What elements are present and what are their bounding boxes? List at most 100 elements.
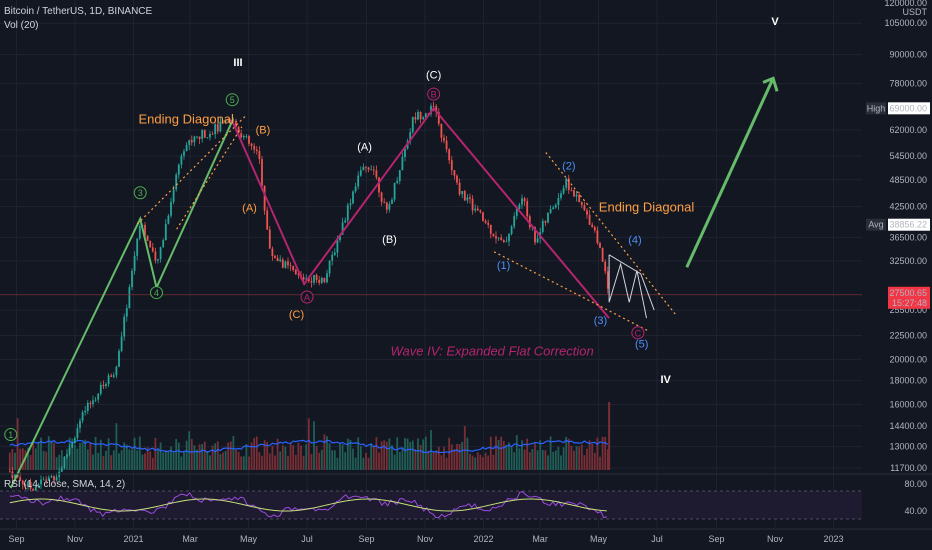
- volume-bar: [287, 455, 289, 470]
- rsi-pane[interactable]: [0, 473, 932, 530]
- volume-bar: [557, 446, 560, 470]
- volume-indicator-label[interactable]: Vol (20): [4, 20, 39, 31]
- candle-body: [487, 222, 490, 225]
- price-tick-label: 18000.00: [889, 376, 927, 386]
- volume-bar: [40, 437, 42, 470]
- volume-bar: [232, 436, 235, 470]
- volume-bar: [219, 454, 222, 470]
- volume-bar: [580, 444, 583, 470]
- volume-bar: [469, 453, 471, 470]
- volume-bar: [292, 445, 295, 470]
- wave-annotation: Ending Diagonal: [139, 112, 235, 127]
- avg-badge-value-bg: [888, 218, 930, 231]
- volume-bar: [240, 456, 243, 470]
- candle-body: [573, 190, 575, 197]
- candle-body: [599, 243, 601, 248]
- volume-bar: [547, 455, 549, 470]
- candlestick-series: [8, 101, 609, 494]
- volume-bar: [21, 448, 24, 470]
- candle-body: [201, 130, 204, 139]
- volume-bar: [502, 440, 505, 470]
- volume-bar: [326, 436, 328, 470]
- candle-body: [170, 201, 172, 216]
- volume-bar: [60, 450, 63, 470]
- candle-body: [107, 375, 110, 385]
- candle-body: [497, 237, 500, 239]
- volume-bar: [118, 453, 120, 470]
- candle-body: [422, 117, 425, 120]
- volume-bar: [424, 436, 427, 470]
- candle-body: [513, 215, 516, 227]
- price-axis[interactable]: 105000.00 90000.00 78000.00 62000.00 54500.0…: [866, 0, 930, 516]
- price-tick-label: 22500.00: [889, 330, 927, 340]
- volume-bar: [170, 446, 172, 470]
- volume-bar: [167, 450, 170, 470]
- candle-body: [453, 170, 456, 176]
- symbol-title[interactable]: Bitcoin / TetherUS, 1D, BINANCE: [4, 6, 153, 17]
- volume-bar: [216, 441, 219, 470]
- wave-drawings: [0, 76, 862, 489]
- volume-bar: [331, 450, 334, 470]
- projection-boundary: [608, 254, 655, 311]
- volume-bar: [84, 439, 87, 470]
- avg-badge-label-bg: [866, 218, 886, 231]
- volume-bar: [583, 455, 586, 470]
- volume-bar: [55, 457, 58, 470]
- volume-bar: [151, 457, 154, 470]
- candle-body: [216, 124, 219, 132]
- volume-bar: [305, 444, 308, 470]
- volume-bar: [344, 452, 347, 470]
- time-tick-label: Jul: [651, 534, 663, 544]
- candle-body: [411, 117, 414, 132]
- candle-body: [144, 224, 146, 236]
- candle-body: [372, 169, 375, 171]
- candle-body: [554, 204, 557, 208]
- candle-body: [97, 393, 100, 400]
- last-price-badge-bg: [888, 286, 930, 309]
- time-tick-label: Nov: [767, 534, 784, 544]
- circled-wave-marker: [300, 290, 314, 304]
- volume-bar: [86, 449, 89, 470]
- candle-body: [24, 484, 27, 487]
- candle-body: [604, 261, 607, 272]
- volume-bar: [32, 443, 35, 470]
- volume-bar: [549, 436, 552, 470]
- volume-histogram: [8, 402, 611, 470]
- volume-bar: [357, 437, 360, 470]
- volume-bar: [133, 437, 136, 470]
- candle-body: [469, 197, 471, 199]
- volume-bar: [237, 451, 240, 470]
- wave-annotation: (A): [357, 142, 372, 154]
- volume-bar: [34, 448, 37, 470]
- candle-body: [354, 186, 357, 192]
- high-badge-value-bg: [888, 102, 930, 115]
- candle-body: [235, 120, 237, 127]
- price-tick-label: 20000.00: [889, 354, 927, 364]
- rsi-indicator-label[interactable]: RSI (14, close, SMA, 14, 2): [4, 479, 126, 490]
- time-axis[interactable]: Sep Nov 2021 Mar May Jul Sep Nov 2022 Mar May Jul Se…: [8, 534, 843, 544]
- volume-bar: [58, 454, 61, 470]
- last-price-value: 27500.65: [889, 288, 927, 298]
- candle-body: [586, 210, 588, 215]
- volume-bar: [53, 442, 55, 470]
- candle-body: [466, 197, 469, 201]
- candle-body: [401, 157, 404, 171]
- candle-body: [375, 170, 378, 178]
- volume-bar: [255, 436, 258, 470]
- candle-body: [274, 256, 276, 258]
- price-tick-label: 36500.00: [889, 232, 927, 242]
- volume-bar: [128, 449, 131, 470]
- candle-body: [211, 133, 214, 135]
- candle-body: [318, 279, 321, 283]
- candle-body: [112, 375, 115, 377]
- candle-body: [588, 214, 591, 225]
- candle-body: [198, 136, 201, 139]
- candle-body: [79, 420, 81, 429]
- candle-body: [71, 443, 74, 448]
- candle-body: [474, 208, 477, 211]
- volume-bar: [497, 440, 500, 470]
- volume-bar: [466, 437, 469, 470]
- volume-bar: [411, 440, 414, 470]
- circled-wave-marker: [4, 428, 18, 442]
